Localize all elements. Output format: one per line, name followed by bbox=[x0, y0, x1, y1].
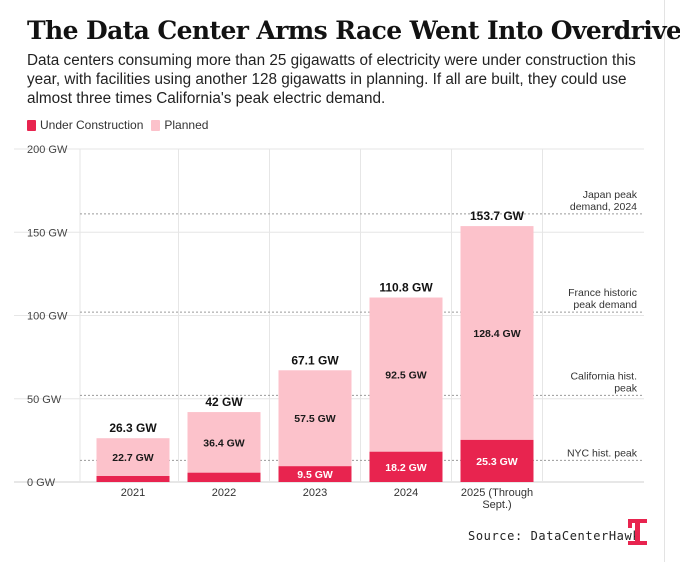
legend-item-under-construction: Under Construction bbox=[27, 118, 143, 132]
x-tick-label: 2024 bbox=[394, 487, 418, 499]
bar-planned-label: 36.4 GW bbox=[203, 437, 245, 449]
x-tick-label: 2025 (Through bbox=[461, 487, 533, 499]
brand-logo-icon bbox=[628, 519, 647, 545]
bar-planned-label: 128.4 GW bbox=[473, 328, 520, 340]
x-tick-label: Sept.) bbox=[482, 499, 511, 511]
bar-planned-label: 22.7 GW bbox=[112, 452, 154, 464]
reference-line-label: peak demand bbox=[573, 299, 637, 311]
bar-planned-label: 57.5 GW bbox=[294, 413, 336, 425]
reference-line-label: demand, 2024 bbox=[570, 201, 637, 213]
bar-under-construction-label: 25.3 GW bbox=[476, 456, 518, 468]
chart-subtitle: Data centers consuming more than 25 giga… bbox=[27, 52, 636, 107]
x-tick-label: 2022 bbox=[212, 487, 236, 499]
bar-total-label: 42 GW bbox=[205, 395, 243, 409]
bar-under-construction bbox=[369, 451, 443, 482]
bar-total-label: 26.3 GW bbox=[109, 421, 157, 435]
bar-under-construction bbox=[96, 476, 170, 482]
y-tick-label: 200 GW bbox=[27, 144, 68, 156]
bar-under-construction-label: 9.5 GW bbox=[297, 469, 333, 481]
reference-line-label: California hist. bbox=[570, 370, 637, 382]
bar-under-construction bbox=[278, 466, 352, 482]
chart-title: The Data Center Arms Race Went Into Over… bbox=[27, 16, 680, 45]
bar-planned-label: 92.5 GW bbox=[385, 370, 427, 382]
bar-under-construction bbox=[187, 472, 261, 482]
bar-under-construction bbox=[460, 439, 534, 482]
reference-line-label: NYC hist. peak bbox=[567, 447, 638, 459]
bar-planned bbox=[278, 370, 352, 467]
bar-planned bbox=[460, 226, 534, 440]
legend-swatch-planned bbox=[151, 119, 161, 131]
bar-under-construction-label: 18.2 GW bbox=[385, 462, 427, 474]
bar-total-label: 67.1 GW bbox=[291, 353, 339, 367]
legend-swatch-under-construction bbox=[27, 119, 36, 131]
bar-planned bbox=[96, 438, 170, 477]
page-divider bbox=[664, 0, 665, 562]
y-tick-label: 50 GW bbox=[27, 394, 62, 406]
y-tick-label: 100 GW bbox=[27, 311, 68, 323]
legend-label: Under Construction bbox=[40, 118, 144, 132]
y-tick-label: 150 GW bbox=[27, 227, 68, 239]
legend: Under Construction Planned bbox=[27, 118, 216, 132]
bar-planned bbox=[187, 412, 261, 473]
bar-planned bbox=[369, 297, 443, 452]
bar-total-label: 110.8 GW bbox=[379, 281, 433, 295]
reference-line-label: peak bbox=[614, 382, 638, 394]
y-tick-label: 0 GW bbox=[27, 477, 56, 489]
source-note: Source: DataCenterHawk bbox=[468, 529, 641, 543]
x-tick-label: 2023 bbox=[303, 487, 327, 499]
reference-line-label: Japan peak bbox=[583, 189, 638, 201]
x-tick-label: 2021 bbox=[121, 487, 145, 499]
bar-total-label: 153.7 GW bbox=[470, 209, 525, 223]
legend-label: Planned bbox=[164, 118, 209, 132]
reference-line-label: France historic bbox=[568, 287, 637, 299]
legend-item-planned: Planned bbox=[151, 118, 208, 132]
